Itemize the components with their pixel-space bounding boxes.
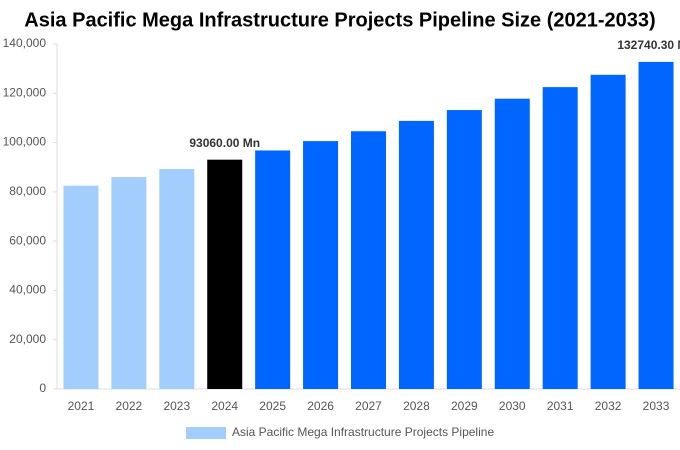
data-label: 93060.00 Mn <box>189 136 260 150</box>
y-tick-label: 120,000 <box>3 85 47 99</box>
x-tick-label: 2025 <box>259 399 286 413</box>
x-tick-label: 2024 <box>211 399 238 413</box>
y-tick-label: 0 <box>39 381 46 395</box>
bar <box>590 74 626 389</box>
bar <box>494 98 530 389</box>
chart-title: Asia Pacific Mega Infrastructure Project… <box>24 9 655 31</box>
y-tick-label: 20,000 <box>9 332 46 346</box>
bar <box>255 150 291 389</box>
x-tick-label: 2033 <box>643 399 670 413</box>
y-tick-label: 140,000 <box>3 36 47 50</box>
legend-swatch <box>186 427 226 439</box>
bar <box>542 87 578 389</box>
x-tick-label: 2022 <box>116 399 143 413</box>
y-tick-label: 40,000 <box>9 283 46 297</box>
bar <box>159 168 195 389</box>
x-tick-label: 2026 <box>307 399 334 413</box>
bar <box>398 120 434 389</box>
bar <box>111 177 147 389</box>
bar <box>638 61 674 389</box>
bar <box>63 185 99 389</box>
x-tick-label: 2027 <box>355 399 382 413</box>
bar <box>351 131 386 389</box>
x-tick-label: 2023 <box>163 399 190 413</box>
bar <box>446 110 482 390</box>
x-tick-label: 2032 <box>595 399 622 413</box>
x-tick-label: 2030 <box>499 399 526 413</box>
x-tick-label: 2021 <box>68 399 95 413</box>
y-tick-label: 100,000 <box>3 135 47 149</box>
bar <box>207 159 243 389</box>
legend-label: Asia Pacific Mega Infrastructure Project… <box>232 425 494 439</box>
y-tick-label: 60,000 <box>9 233 46 247</box>
y-tick-label: 80,000 <box>9 184 46 198</box>
x-tick-label: 2031 <box>547 399 574 413</box>
x-tick-label: 2029 <box>451 399 478 413</box>
data-label: 132740.30 Mn <box>617 38 680 52</box>
x-tick-label: 2028 <box>403 399 430 413</box>
bar <box>303 141 339 389</box>
